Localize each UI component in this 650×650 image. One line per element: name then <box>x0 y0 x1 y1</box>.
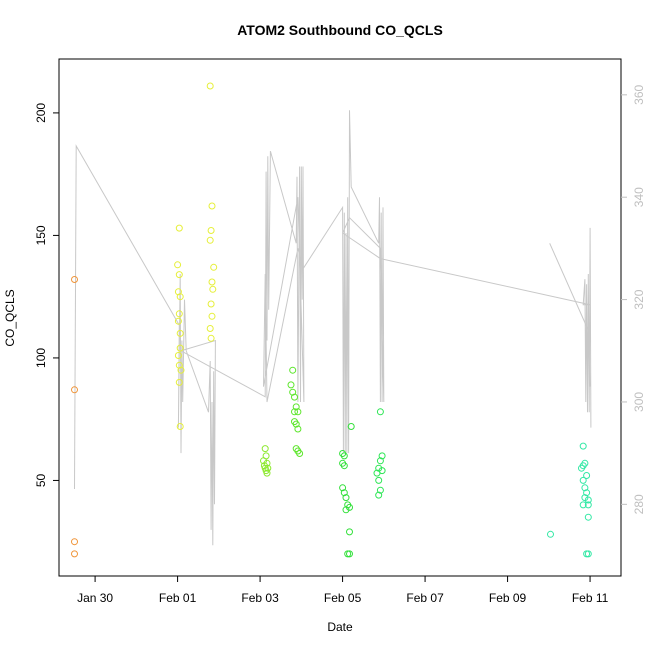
secondary-line-layer <box>74 110 592 546</box>
data-point <box>263 469 271 477</box>
y-tick-label: 200 <box>34 103 48 123</box>
data-point <box>287 381 295 389</box>
data-point <box>347 423 355 430</box>
x-tick-label: Feb 05 <box>324 591 362 605</box>
data-point <box>176 344 184 352</box>
data-point <box>346 528 353 536</box>
x-tick-label: Feb 09 <box>489 591 527 605</box>
data-point <box>289 388 297 396</box>
data-point <box>71 276 78 283</box>
data-point <box>207 300 215 308</box>
data-point <box>176 329 184 337</box>
data-point <box>71 550 78 558</box>
data-point <box>340 489 348 497</box>
x-tick-label: Feb 03 <box>241 591 279 605</box>
data-point <box>376 408 384 416</box>
data-point <box>261 445 269 453</box>
data-point <box>177 366 185 374</box>
data-point <box>292 420 300 428</box>
data-point <box>294 408 302 416</box>
data-point <box>175 310 183 318</box>
data-point <box>209 285 217 293</box>
data-point <box>291 393 298 401</box>
data-point <box>583 472 591 479</box>
data-point <box>346 503 353 511</box>
point-layer <box>71 82 592 558</box>
secondary-series-line-0 <box>74 110 592 546</box>
data-point <box>291 408 298 416</box>
y2-tick-label: 280 <box>632 494 646 514</box>
data-point <box>342 506 350 514</box>
y-axis: 50 100 150 200 <box>34 103 59 487</box>
data-point <box>175 378 183 386</box>
data-point <box>346 550 353 558</box>
data-point <box>340 452 348 460</box>
data-point <box>342 494 350 502</box>
data-point <box>296 450 304 457</box>
secondary-series-line-1 <box>549 243 591 387</box>
data-point <box>583 489 591 497</box>
data-point <box>206 236 214 244</box>
data-point <box>579 476 587 484</box>
data-point <box>206 82 214 90</box>
data-point <box>207 334 215 342</box>
plot-frame <box>58 58 622 577</box>
data-point <box>378 452 386 460</box>
data-point <box>206 325 214 332</box>
y2-tick-label: 340 <box>632 187 646 207</box>
x-tick-label: Feb 07 <box>406 591 444 605</box>
data-point <box>547 530 554 538</box>
data-point <box>176 423 184 430</box>
data-point <box>176 293 184 301</box>
data-point <box>175 224 183 232</box>
data-point <box>376 486 384 494</box>
data-point <box>373 469 381 477</box>
data-point <box>174 317 182 325</box>
y-tick-label: 50 <box>34 473 48 487</box>
data-point <box>208 312 216 320</box>
data-point <box>376 457 384 465</box>
data-point <box>208 202 216 210</box>
data-point <box>210 263 218 271</box>
y2-tick-label: 360 <box>632 84 646 104</box>
y-tick-label: 100 <box>34 348 48 368</box>
data-point <box>292 403 300 411</box>
data-point <box>175 361 183 369</box>
y-axis-label: CO_QCLS <box>3 289 17 346</box>
x-axis-label: Date <box>327 620 353 634</box>
data-point <box>174 288 182 296</box>
x-tick-label: Feb 01 <box>159 591 197 605</box>
data-point <box>174 261 182 269</box>
data-point <box>581 484 589 492</box>
data-point <box>208 278 216 286</box>
y2-tick-label: 300 <box>632 392 646 412</box>
data-point <box>583 550 591 558</box>
data-point <box>339 484 347 492</box>
data-point <box>584 496 592 504</box>
data-point <box>175 271 183 279</box>
y2-tick-label: 320 <box>632 289 646 309</box>
data-point <box>207 227 215 234</box>
data-point <box>174 352 182 359</box>
data-point <box>584 513 592 521</box>
x-axis: Jan 30 Feb 01 Feb 03 Feb 05 Feb 07 Feb 09 Feb … <box>77 575 609 605</box>
x-tick-label: Feb 11 <box>572 591 609 605</box>
x-tick-label: Jan 30 <box>77 591 113 605</box>
chart-title: ATOM2 Southbound CO_QCLS <box>237 22 443 38</box>
data-point <box>71 386 78 394</box>
data-point <box>579 442 587 450</box>
data-point <box>340 462 348 470</box>
data-point <box>584 501 592 509</box>
y2-axis: 280 300 320 340 360 <box>621 84 646 514</box>
data-point <box>71 538 78 546</box>
data-point <box>375 491 383 499</box>
data-point <box>579 501 587 509</box>
data-point <box>289 366 297 374</box>
data-point <box>578 464 585 472</box>
data-point <box>294 425 302 433</box>
data-point <box>375 476 383 484</box>
y-tick-label: 150 <box>34 225 48 245</box>
